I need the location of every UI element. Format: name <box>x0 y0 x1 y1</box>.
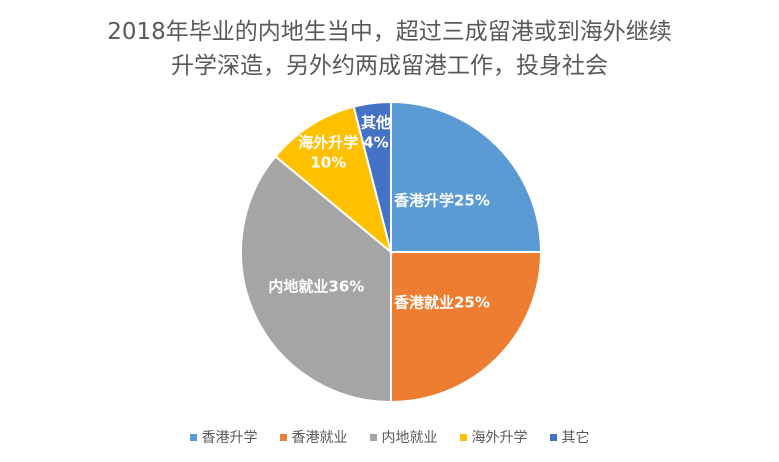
slice-label-香港就业: 香港就业25% <box>394 293 490 311</box>
legend-label: 香港就业 <box>291 430 348 446</box>
slice-label-海外升学-line-2: 10% <box>310 154 346 172</box>
slice-label-香港升学: 香港升学25% <box>394 192 490 210</box>
legend-swatch <box>189 433 197 441</box>
chart-legend: 香港升学 香港就业 内地就业 海外升学 其它 <box>0 427 779 447</box>
legend-label: 海外升学 <box>471 430 528 446</box>
pie-slice-其他 <box>352 100 392 253</box>
slice-label-内地就业: 内地就业36% <box>268 278 364 296</box>
legend-item-香港就业: 香港就业 <box>279 427 348 447</box>
legend-label: 其它 <box>561 430 590 446</box>
legend-label: 香港升学 <box>201 430 258 446</box>
pie-slice-香港升学 <box>390 100 543 253</box>
legend-swatch <box>279 433 287 441</box>
slice-label-海外升学-line-1: 海外升学 <box>298 134 358 152</box>
pie-slice-内地就业 <box>240 154 392 404</box>
legend-item-内地就业: 内地就业 <box>369 427 438 447</box>
slice-label-其他-line-2: 4% <box>363 133 388 151</box>
slice-label-其他-line-1: 其他 <box>361 113 391 131</box>
pie-slice-香港就业 <box>390 251 543 404</box>
chart-title-line-2: 升学深造，另外约两成留港工作，投身社会 <box>171 53 608 79</box>
legend-item-海外升学: 海外升学 <box>459 427 528 447</box>
legend-item-香港升学: 香港升学 <box>189 427 258 447</box>
legend-swatch <box>459 433 467 441</box>
legend-item-其它: 其它 <box>549 427 590 447</box>
chart-title-line-1: 2018年毕业的内地生当中，超过三成留港或到海外继续 <box>107 19 672 45</box>
legend-swatch <box>369 433 377 441</box>
legend-label: 内地就业 <box>381 430 438 446</box>
legend-swatch <box>549 433 557 441</box>
